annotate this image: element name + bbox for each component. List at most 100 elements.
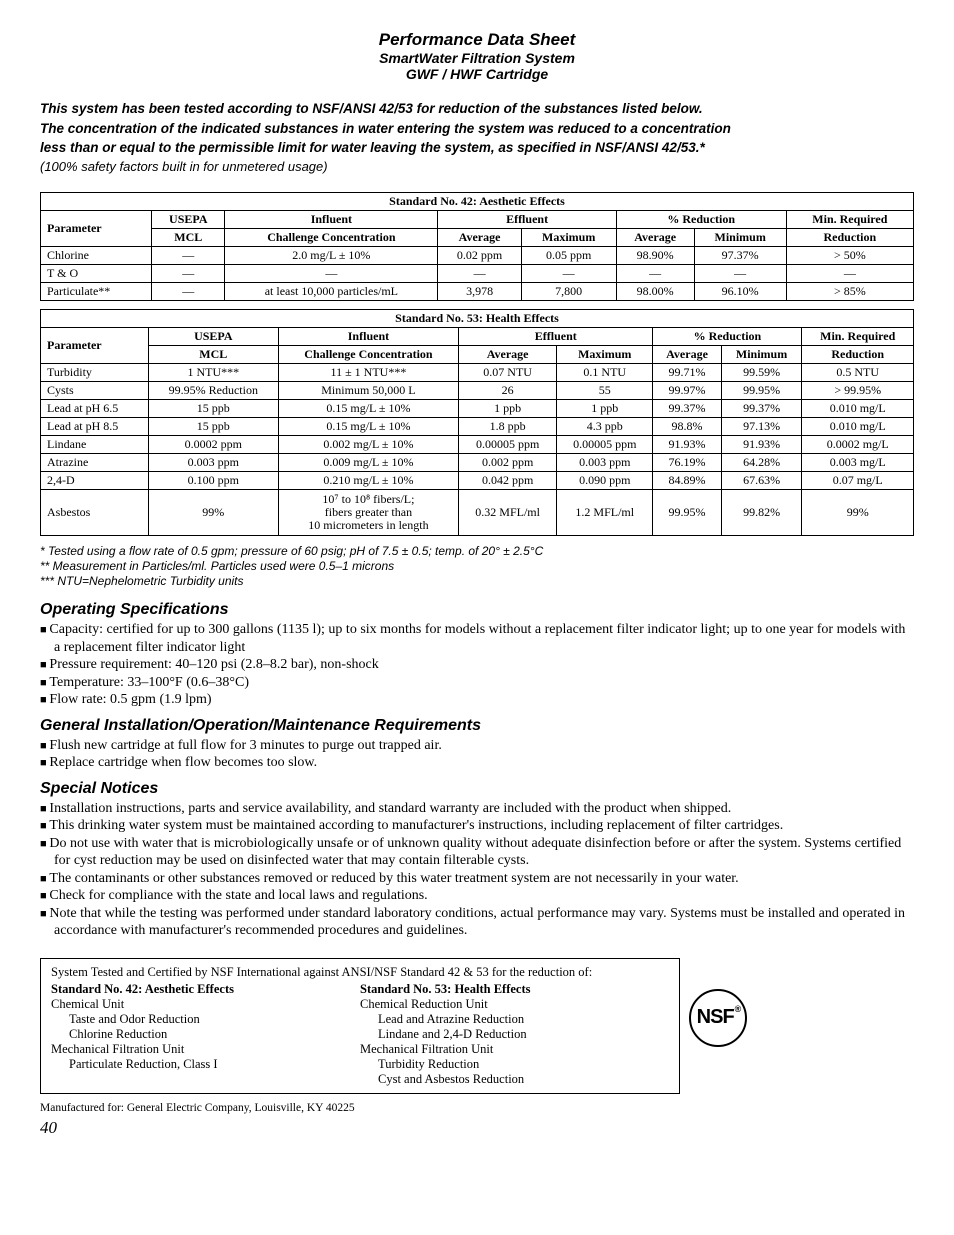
th-parameter: Parameter [41,210,152,246]
table-row: Lead at pH 8.515 ppb0.15 mg/L ± 10%1.8 p… [41,417,914,435]
th-effl-max: Maximum [557,345,653,363]
table-cell: — [152,264,225,282]
table-cell: Particulate** [41,282,152,300]
cert-s42-l4: Mechanical Filtration Unit [51,1042,360,1057]
table-cell: 1.2 MFL/ml [557,489,653,536]
table-cell: 0.02 ppm [438,246,521,264]
table-cell: 99.37% [653,399,721,417]
list-item: Installation instructions, parts and ser… [40,800,914,818]
special-list: Installation instructions, parts and ser… [40,800,914,940]
table-cell: 98.90% [616,246,694,264]
table-cell: — [152,246,225,264]
table-cell: > 50% [786,246,913,264]
table-cell: 3,978 [438,282,521,300]
table-cell: 99.82% [721,489,802,536]
cert-s53-l2: Lead and Atrazine Reduction [360,1012,669,1027]
table-cell: 0.003 mg/L [802,453,914,471]
th-red-avg: Average [616,228,694,246]
table-cell: — [786,264,913,282]
table-cell: 0.0002 ppm [148,435,278,453]
table-cell: 0.32 MFL/ml [459,489,557,536]
table-cell: — [521,264,616,282]
table-cell: 99.95% [653,489,721,536]
cert-s42-l3: Chlorine Reduction [51,1027,360,1042]
th-challenge: Challenge Concentration [225,228,438,246]
table-cell: 91.93% [721,435,802,453]
table-cell: 0.003 ppm [557,453,653,471]
list-item: Replace cartridge when flow becomes too … [40,754,914,772]
table-cell: 91.93% [653,435,721,453]
th-mcl: MCL [152,228,225,246]
footnote-1: * Tested using a flow rate of 0.5 gpm; p… [40,544,914,559]
table-cell: 10⁷ to 10⁸ fibers/L;fibers greater than1… [278,489,458,536]
table-cell: 76.19% [653,453,721,471]
cert-s42-l2: Taste and Odor Reduction [51,1012,360,1027]
table-cell: 0.010 mg/L [802,399,914,417]
table-cell: 1.8 ppb [459,417,557,435]
table-cell: Cysts [41,381,149,399]
table-cell: 98.00% [616,282,694,300]
table-cell: 0.100 ppm [148,471,278,489]
table-cell: 67.63% [721,471,802,489]
table-cell: 0.002 ppm [459,453,557,471]
table-cell: 4.3 ppb [557,417,653,435]
table-std-42: Standard No. 42: Aesthetic Effects Param… [40,192,914,301]
safety-note: (100% safety factors built in for unmete… [40,159,914,174]
cert-s42-l1: Chemical Unit [51,997,360,1012]
table-cell: 99% [148,489,278,536]
th-minreq2: Reduction [786,228,913,246]
th-effluent: Effluent [438,210,616,228]
cert-s53-l4: Mechanical Filtration Unit [360,1042,669,1057]
table-cell: 0.210 mg/L ± 10% [278,471,458,489]
table-row: Turbidity1 NTU***11 ± 1 NTU***0.07 NTU0.… [41,363,914,381]
table-cell: 7,800 [521,282,616,300]
th-mcl: MCL [148,345,278,363]
table-cell: 97.13% [721,417,802,435]
table-cell: 0.0002 mg/L [802,435,914,453]
th-minreq1: Min. Required [802,327,914,345]
table-cell: 0.15 mg/L ± 10% [278,399,458,417]
list-item: Note that while the testing was performe… [40,905,914,940]
th-effl-max: Maximum [521,228,616,246]
list-item: Pressure requirement: 40–120 psi (2.8–8.… [40,656,914,674]
install-title: General Installation/Operation/Maintenan… [40,717,914,735]
table-cell: 98.8% [653,417,721,435]
table-row: T & O——————— [41,264,914,282]
table-cell: 0.07 NTU [459,363,557,381]
table-cell: 0.07 mg/L [802,471,914,489]
table-std-53: Standard No. 53: Health Effects Paramete… [40,309,914,537]
list-item: Temperature: 33–100°F (0.6–38°C) [40,674,914,692]
footnote-3: *** NTU=Nephelometric Turbidity units [40,574,914,589]
table-cell: — [225,264,438,282]
table-cell: 99% [802,489,914,536]
table-cell: 0.003 ppm [148,453,278,471]
th-effl-avg: Average [438,228,521,246]
table-cell: 99.97% [653,381,721,399]
th-effluent: Effluent [459,327,653,345]
doc-subtitle: SmartWater Filtration System [40,50,914,66]
th-usepa: USEPA [152,210,225,228]
table-row: Chlorine—2.0 mg/L ± 10%0.02 ppm0.05 ppm9… [41,246,914,264]
table-cell: 26 [459,381,557,399]
table53-caption: Standard No. 53: Health Effects [41,309,914,327]
intro-line2: The concentration of the indicated subst… [40,120,914,138]
list-item: Do not use with water that is microbiolo… [40,835,914,870]
table-cell: Asbestos [41,489,149,536]
th-challenge: Challenge Concentration [278,345,458,363]
table-cell: 97.37% [694,246,786,264]
cert-s53-l1: Chemical Reduction Unit [360,997,669,1012]
cert-s53-l6: Cyst and Asbestos Reduction [360,1072,669,1087]
table-cell: Chlorine [41,246,152,264]
doc-title: Performance Data Sheet [40,30,914,50]
table-cell: 99.95% [721,381,802,399]
table-row: Lead at pH 6.515 ppb0.15 mg/L ± 10%1 ppb… [41,399,914,417]
th-parameter: Parameter [41,327,149,363]
table-cell: — [616,264,694,282]
table-cell: 0.002 mg/L ± 10% [278,435,458,453]
cert-s53-title: Standard No. 53: Health Effects [360,982,669,997]
list-item: Capacity: certified for up to 300 gallon… [40,621,914,656]
th-red-min: Minimum [694,228,786,246]
table-cell: 0.090 ppm [557,471,653,489]
table-cell: — [152,282,225,300]
table-cell: 15 ppb [148,417,278,435]
